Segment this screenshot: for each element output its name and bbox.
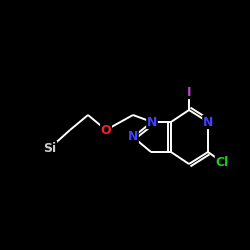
Text: I: I: [187, 86, 191, 98]
Text: Si: Si: [44, 142, 57, 154]
Text: O: O: [101, 124, 111, 136]
Text: N: N: [203, 116, 213, 128]
Text: N: N: [147, 116, 157, 128]
Text: Cl: Cl: [216, 156, 228, 168]
Text: N: N: [128, 130, 138, 143]
